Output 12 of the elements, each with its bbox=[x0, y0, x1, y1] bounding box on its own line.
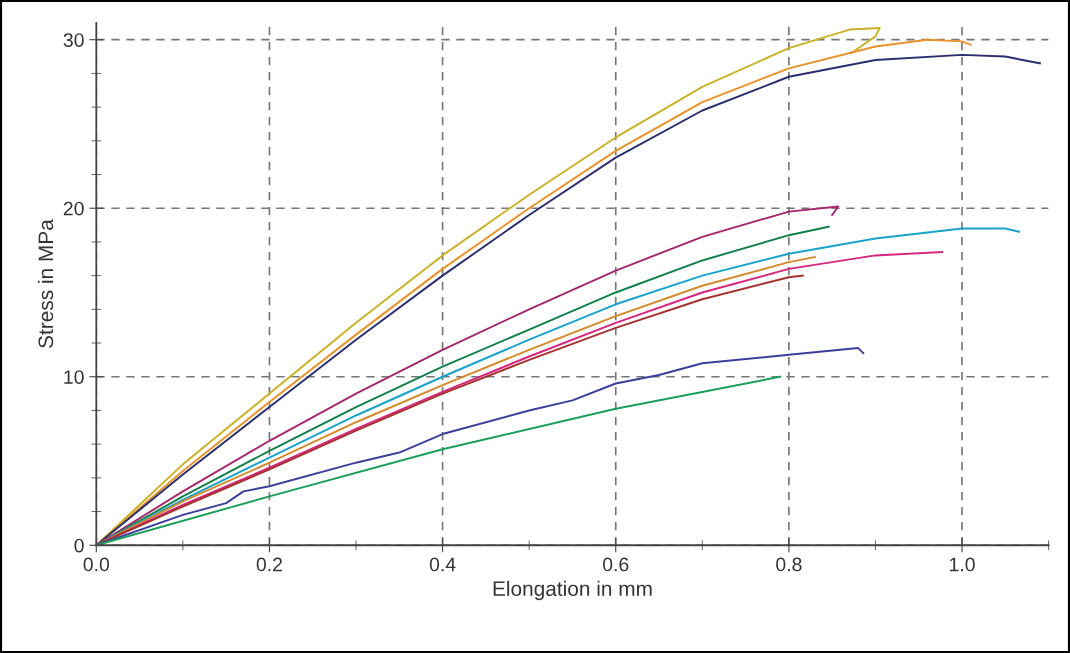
x-axis-title: Elongation in mm bbox=[493, 580, 652, 601]
y-tick-label: 0 bbox=[74, 538, 84, 553]
x-tick-label: 1.0 bbox=[950, 557, 975, 572]
x-tick-label: 0.4 bbox=[429, 557, 456, 572]
y-tick-label: 30 bbox=[63, 33, 84, 47]
x-tick-label: 0.2 bbox=[256, 557, 282, 572]
y-axis-title: Stress in MPa bbox=[37, 219, 54, 348]
x-tick-label: 0.0 bbox=[83, 557, 110, 572]
y-tick-label: 10 bbox=[64, 370, 84, 384]
x-tick-label: 0.6 bbox=[602, 557, 629, 572]
y-tick-label: 20 bbox=[63, 201, 84, 216]
x-tick-label: 0.8 bbox=[776, 557, 802, 572]
